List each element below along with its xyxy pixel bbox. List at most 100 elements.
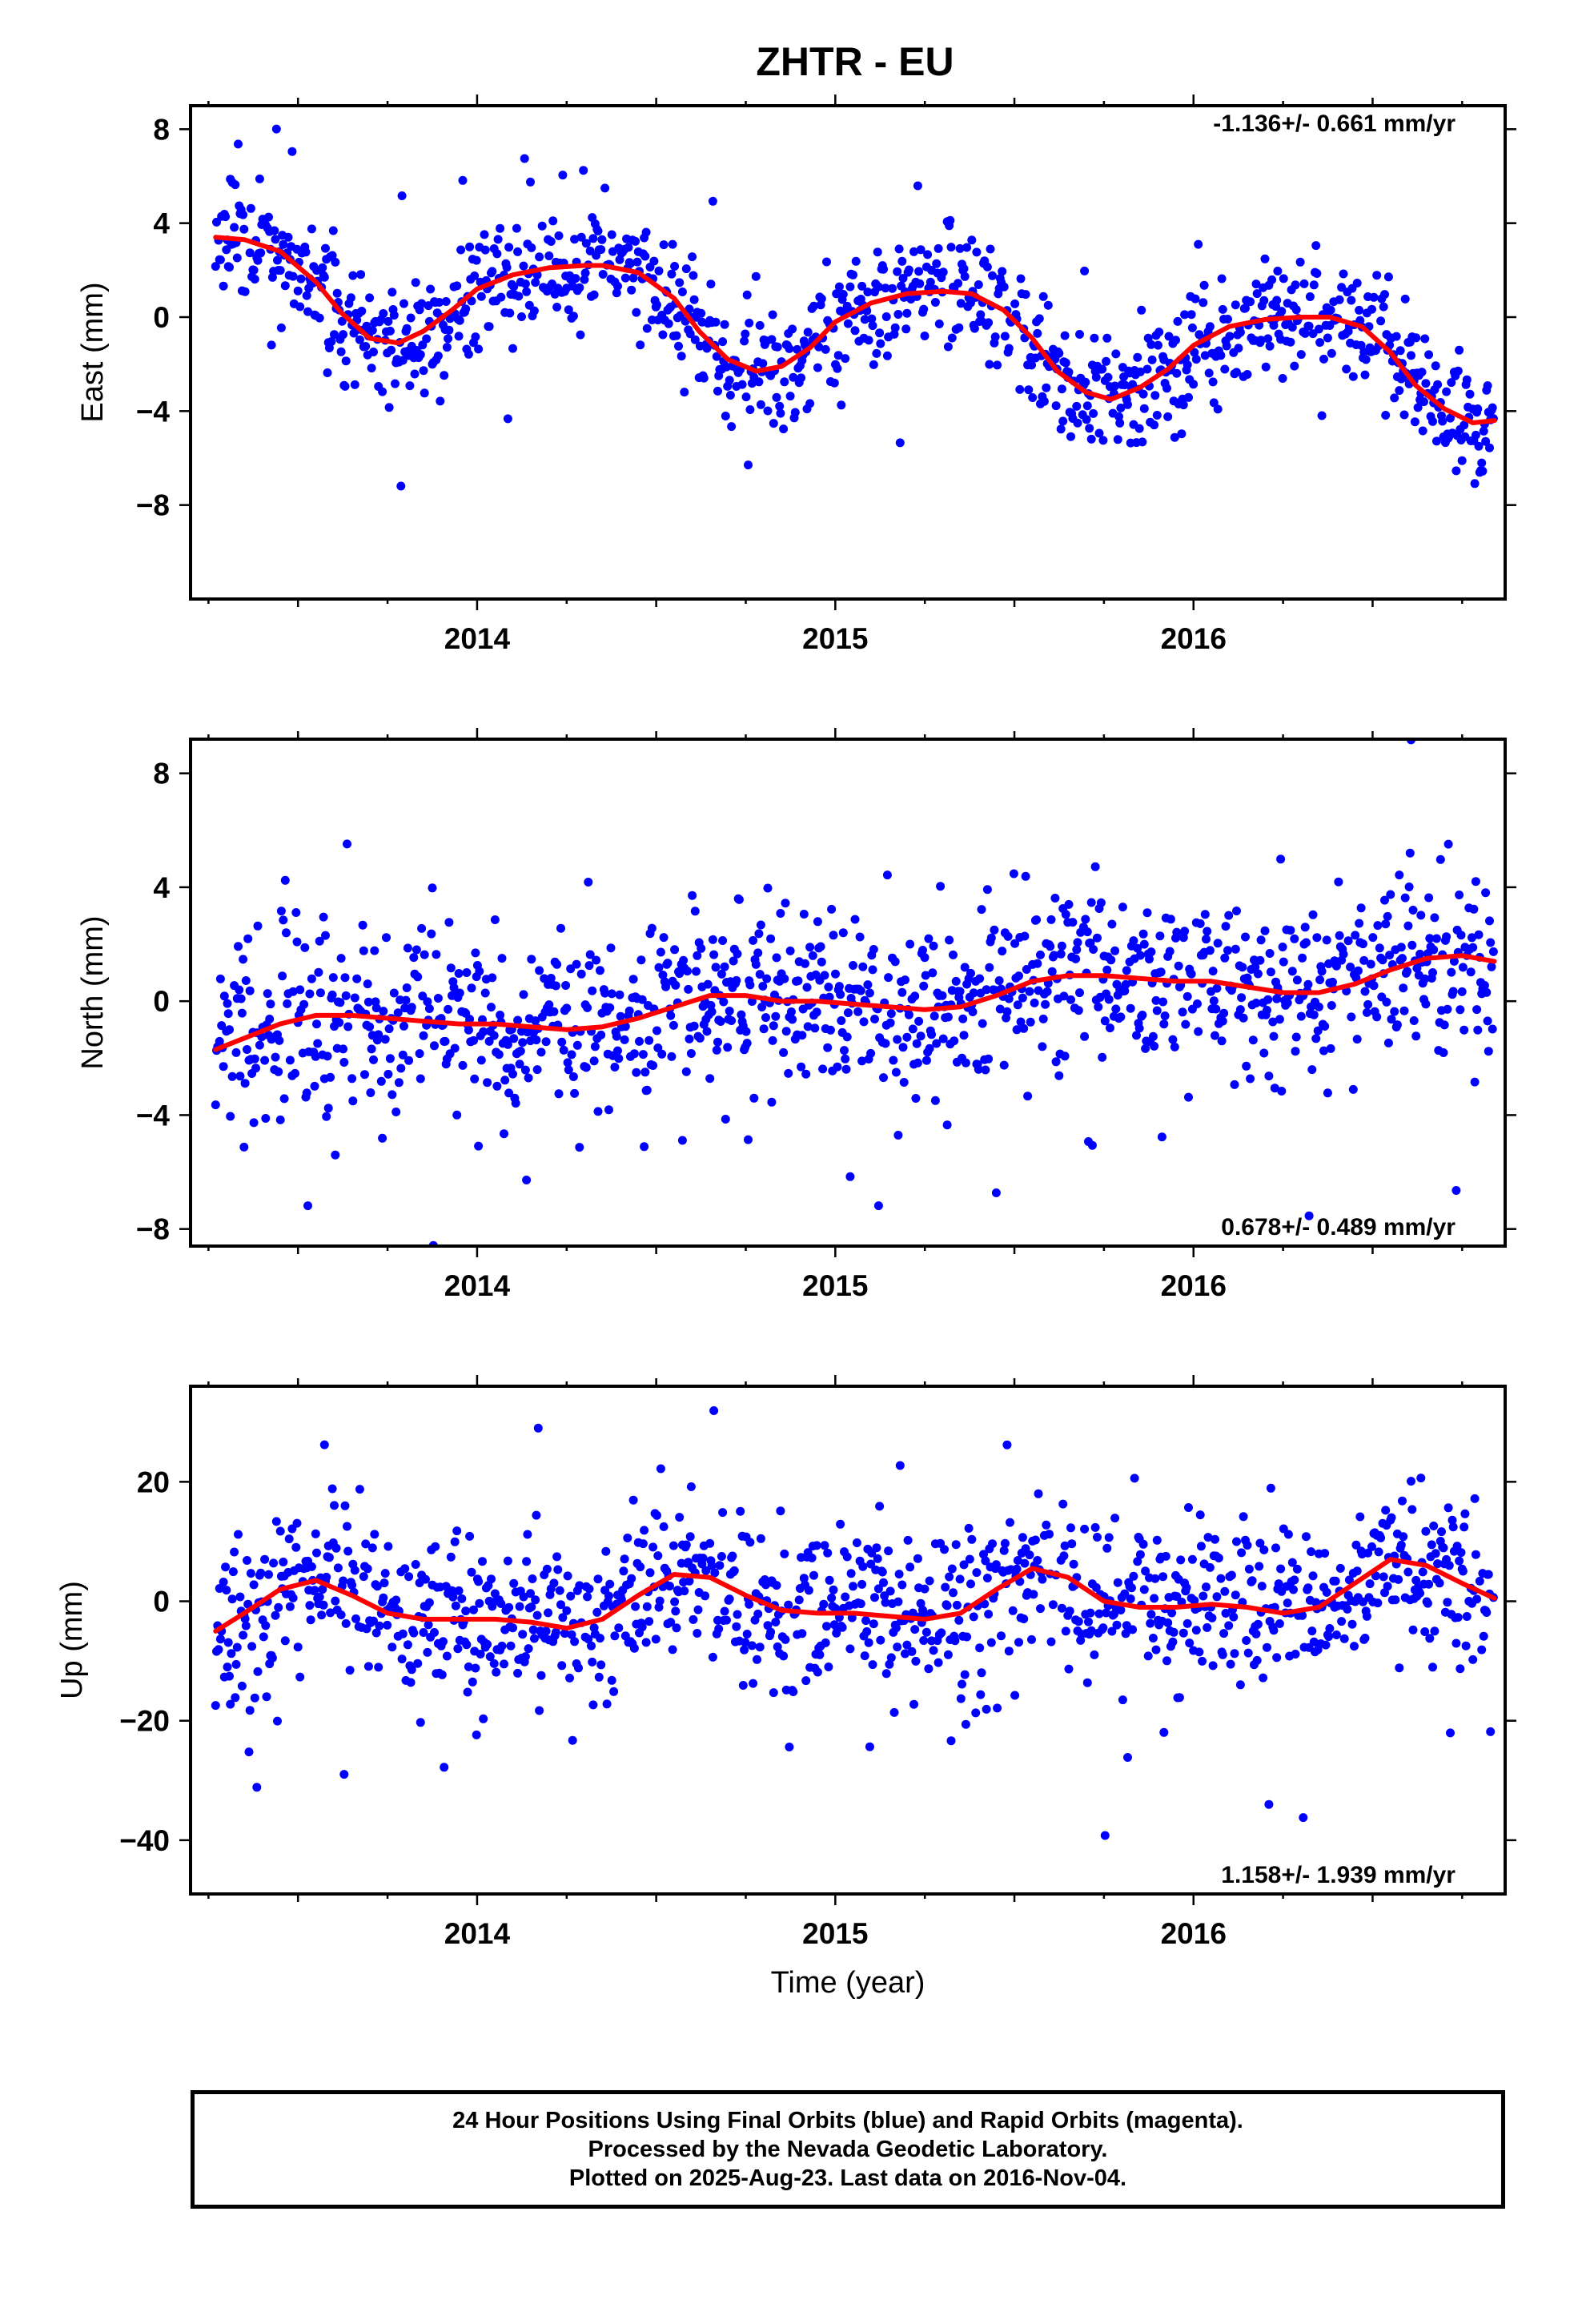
data-point (1056, 424, 1066, 434)
data-point (960, 1670, 970, 1679)
data-point (1191, 1626, 1201, 1635)
data-point (924, 1664, 934, 1674)
data-point (825, 1575, 834, 1585)
data-point (725, 391, 735, 400)
data-point (232, 253, 242, 263)
data-point (1298, 1610, 1307, 1620)
data-point (967, 235, 977, 245)
data-point (276, 907, 286, 916)
data-point (424, 1620, 433, 1630)
data-point (1360, 370, 1370, 380)
data-point (1488, 403, 1497, 412)
data-point (1178, 1007, 1187, 1017)
data-point (440, 371, 449, 380)
data-point (905, 939, 915, 949)
data-point (219, 281, 228, 291)
data-point (971, 1708, 981, 1718)
data-point (1195, 1510, 1205, 1520)
caption-box: 24 Hour Positions Using Final Orbits (bl… (191, 2090, 1505, 2209)
data-point (1457, 987, 1467, 996)
data-point (1291, 280, 1300, 290)
data-point (1102, 1608, 1111, 1618)
data-point (558, 1613, 568, 1622)
data-point (711, 317, 721, 327)
data-point (1356, 903, 1366, 913)
data-point (882, 351, 892, 360)
data-point (745, 1599, 754, 1609)
data-point (797, 1629, 807, 1638)
data-point (1475, 1576, 1484, 1586)
data-point (467, 983, 476, 993)
data-point (1303, 979, 1313, 989)
data-point (741, 329, 750, 339)
data-point (853, 1007, 863, 1016)
data-point (1398, 1496, 1407, 1506)
data-point (640, 1068, 650, 1077)
data-point (674, 341, 683, 351)
data-point (1208, 377, 1218, 387)
data-point (555, 1586, 564, 1595)
data-point (1265, 949, 1275, 958)
data-point (487, 1574, 496, 1584)
data-point (1487, 962, 1496, 971)
data-point (1218, 304, 1227, 314)
data-point (863, 980, 873, 990)
data-point (916, 1031, 926, 1041)
data-point (780, 377, 789, 387)
data-point (416, 350, 425, 360)
data-point (1347, 1619, 1357, 1629)
data-point (1238, 963, 1247, 972)
data-point (1154, 328, 1164, 337)
data-point (1028, 393, 1038, 402)
data-point (340, 381, 350, 391)
data-point (1157, 1132, 1166, 1142)
data-point (955, 243, 965, 253)
data-point (897, 1580, 907, 1590)
data-point (450, 1537, 460, 1546)
data-point (669, 1541, 678, 1550)
data-point (283, 999, 292, 1008)
data-point (249, 1118, 259, 1128)
data-point (638, 1539, 648, 1549)
data-point (1195, 330, 1204, 340)
data-point (261, 1621, 271, 1630)
data-point (631, 1602, 640, 1611)
data-point (549, 1007, 559, 1016)
data-point (1390, 1007, 1399, 1016)
data-point (1399, 1006, 1409, 1015)
data-point (383, 1069, 393, 1079)
fit-curve (213, 235, 1497, 425)
data-point (799, 910, 809, 919)
data-point (1407, 351, 1415, 360)
data-point (339, 330, 348, 340)
data-point (805, 399, 815, 408)
data-point (819, 1599, 829, 1609)
data-point (1303, 1583, 1313, 1593)
data-point (508, 1623, 517, 1633)
data-point (1230, 1080, 1239, 1089)
data-point (1279, 957, 1288, 967)
data-point (1308, 910, 1318, 919)
data-point (1115, 418, 1125, 428)
data-point (607, 1675, 616, 1685)
data-point (563, 1571, 572, 1581)
data-point (554, 231, 564, 240)
data-point (1430, 1626, 1439, 1636)
data-point (590, 1042, 600, 1051)
data-point (813, 1667, 822, 1677)
data-point (972, 1568, 982, 1578)
data-point (1255, 1538, 1265, 1548)
data-point (1312, 269, 1322, 278)
data-point (519, 990, 528, 999)
data-point (1208, 967, 1218, 976)
data-point (1033, 959, 1042, 968)
data-point (1184, 392, 1193, 402)
data-point (215, 255, 225, 264)
data-point (1199, 1591, 1208, 1601)
data-point (653, 1551, 663, 1561)
data-point (685, 1034, 694, 1043)
data-point (1407, 1505, 1417, 1514)
data-point (934, 243, 943, 253)
data-point (1208, 1661, 1218, 1671)
data-point (1158, 997, 1168, 1007)
